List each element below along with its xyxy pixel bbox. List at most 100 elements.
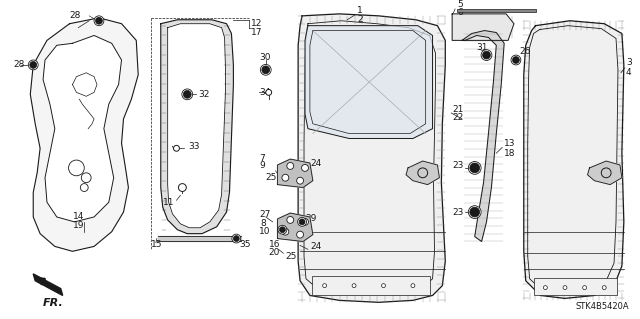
Text: 3: 3 (626, 58, 632, 67)
Text: 8: 8 (261, 219, 267, 228)
Circle shape (28, 60, 38, 70)
Polygon shape (43, 35, 122, 222)
Circle shape (511, 55, 521, 65)
Text: 17: 17 (251, 28, 262, 37)
Circle shape (81, 173, 91, 183)
Text: 23: 23 (452, 161, 463, 170)
Circle shape (543, 286, 547, 290)
Polygon shape (30, 18, 138, 251)
Circle shape (280, 227, 285, 233)
Circle shape (468, 161, 481, 174)
Text: 16: 16 (269, 240, 280, 249)
Circle shape (94, 16, 104, 26)
Text: 30: 30 (259, 53, 270, 62)
Polygon shape (298, 14, 445, 302)
Text: 34: 34 (259, 88, 270, 97)
Circle shape (282, 174, 289, 181)
Polygon shape (305, 26, 433, 138)
Text: 31: 31 (477, 43, 488, 52)
Text: 24: 24 (310, 159, 321, 167)
Circle shape (381, 284, 385, 288)
Circle shape (301, 219, 308, 225)
Text: 19: 19 (72, 221, 84, 230)
Circle shape (278, 225, 287, 234)
Text: 22: 22 (452, 113, 463, 122)
Circle shape (179, 184, 186, 191)
Circle shape (481, 50, 492, 61)
Circle shape (183, 90, 191, 98)
Circle shape (262, 66, 269, 74)
Circle shape (468, 206, 481, 219)
Polygon shape (406, 161, 440, 185)
Polygon shape (524, 21, 624, 298)
FancyBboxPatch shape (534, 278, 617, 295)
FancyBboxPatch shape (312, 276, 429, 295)
FancyBboxPatch shape (457, 9, 536, 12)
Circle shape (287, 217, 294, 223)
Circle shape (266, 89, 271, 95)
Text: 25: 25 (285, 252, 297, 261)
Text: 5: 5 (457, 0, 463, 9)
Text: 15: 15 (151, 240, 163, 249)
Polygon shape (462, 31, 504, 241)
Text: 28: 28 (70, 11, 81, 20)
Text: 11: 11 (163, 198, 175, 207)
Text: 6: 6 (457, 8, 463, 18)
Text: 9: 9 (259, 161, 264, 170)
Circle shape (483, 51, 490, 59)
Text: 10: 10 (259, 227, 270, 236)
Circle shape (301, 165, 308, 171)
Polygon shape (33, 274, 63, 295)
Text: STK4B5420A: STK4B5420A (575, 302, 629, 311)
Text: 7: 7 (259, 154, 264, 163)
Circle shape (68, 160, 84, 176)
Circle shape (232, 234, 241, 243)
Text: 24: 24 (310, 242, 321, 251)
Circle shape (260, 64, 271, 75)
Text: 32: 32 (198, 90, 209, 99)
Circle shape (563, 286, 567, 290)
Text: 23: 23 (452, 208, 463, 217)
Text: 20: 20 (269, 248, 280, 257)
Text: 33: 33 (188, 142, 200, 151)
Circle shape (513, 56, 520, 63)
Circle shape (470, 163, 479, 173)
Circle shape (411, 284, 415, 288)
Text: 12: 12 (251, 19, 262, 28)
Text: 21: 21 (452, 105, 463, 114)
Circle shape (352, 284, 356, 288)
Text: 1: 1 (357, 6, 363, 15)
Circle shape (95, 17, 102, 24)
Polygon shape (588, 161, 622, 185)
Circle shape (601, 168, 611, 178)
Text: 13: 13 (504, 139, 516, 148)
Circle shape (81, 184, 88, 191)
Circle shape (418, 168, 428, 178)
Text: 14: 14 (72, 212, 84, 221)
Circle shape (282, 228, 289, 235)
Text: 25: 25 (266, 173, 277, 182)
Circle shape (323, 284, 326, 288)
Text: 2: 2 (357, 15, 363, 24)
Text: 18: 18 (504, 149, 516, 158)
Circle shape (297, 231, 303, 238)
Circle shape (470, 207, 479, 217)
Circle shape (299, 219, 305, 225)
Circle shape (234, 236, 239, 241)
Circle shape (582, 286, 587, 290)
Polygon shape (278, 159, 313, 188)
Text: 35: 35 (239, 240, 251, 249)
Circle shape (298, 218, 307, 226)
Circle shape (602, 286, 606, 290)
Polygon shape (278, 213, 313, 241)
Circle shape (30, 62, 36, 68)
Circle shape (297, 177, 303, 184)
Circle shape (287, 162, 294, 169)
Circle shape (182, 89, 193, 100)
Polygon shape (452, 14, 514, 41)
Text: 27: 27 (259, 210, 270, 219)
Text: 4: 4 (626, 68, 632, 77)
Text: 28: 28 (13, 60, 25, 70)
Polygon shape (168, 24, 225, 228)
Polygon shape (161, 20, 234, 234)
